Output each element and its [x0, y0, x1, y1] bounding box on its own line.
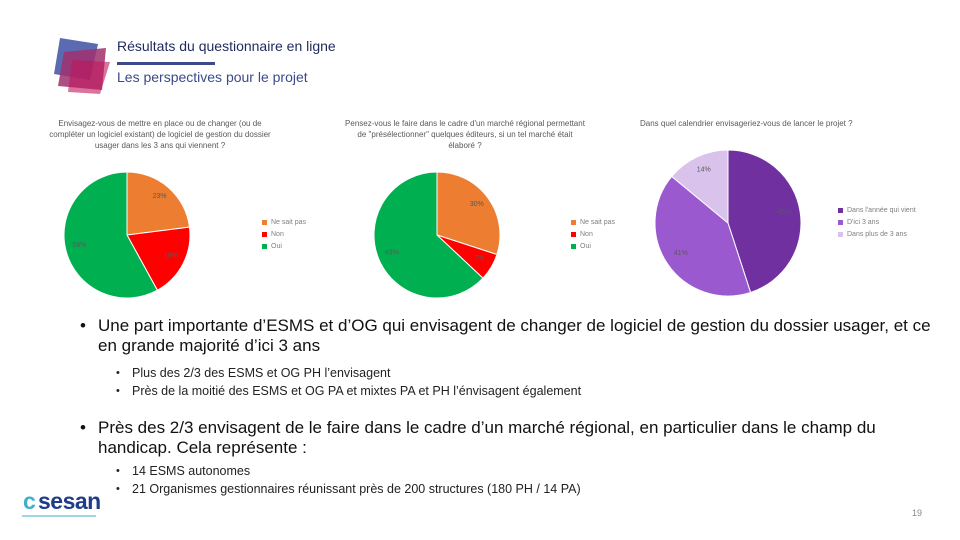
legend-label: Ne sait pas: [580, 218, 616, 226]
chart-3-pie: 45% 41% 14%: [654, 149, 802, 297]
pie-slice-oui: [63, 171, 159, 299]
title-divider: [117, 62, 215, 65]
pie-slice-non: [126, 226, 191, 291]
legend-item: Ne sait pas: [262, 216, 306, 228]
pie-data-label: 23%: [152, 193, 166, 200]
legend-swatch: [262, 219, 267, 225]
legend-label: Oui: [271, 242, 282, 250]
legend-swatch: [262, 231, 267, 237]
pie-slice-oui: [373, 171, 484, 299]
pie-data-label: 7%: [474, 255, 484, 262]
pie-slice-dans-l-ann-e-qui-vient: [727, 149, 802, 294]
bullet-main-1: Une part importante d’ESMS et d’OG qui e…: [72, 316, 932, 356]
legend-item: D'ici 3 ans: [838, 216, 916, 228]
bullet-sub-1-2: Près de la moitié des ESMS et OG PA et m…: [72, 382, 932, 400]
legend-item: Ne sait pas: [571, 216, 615, 228]
bullet-group-1: Une part importante d’ESMS et d’OG qui e…: [72, 316, 932, 400]
legend-swatch: [571, 231, 576, 237]
chart-3-title: Dans quel calendrier envisageriez-vous d…: [640, 119, 853, 128]
pie-data-label: 41%: [674, 250, 688, 257]
chart-2-legend: Ne sait pas Non Oui: [571, 216, 615, 252]
legend-item: Dans l'année qui vient: [838, 204, 916, 216]
legend-label: Non: [580, 230, 593, 238]
legend-item: Non: [571, 228, 615, 240]
brand-logo-text: sesan: [38, 488, 101, 514]
chart-1-pie: 23% 19% 58%: [63, 171, 191, 299]
legend-label: Dans plus de 3 ans: [847, 230, 907, 238]
legend-item: Oui: [571, 240, 615, 252]
legend-swatch: [262, 243, 267, 249]
legend-item: Dans plus de 3 ans: [838, 228, 916, 240]
pie-slice-d-ici-3-ans: [654, 175, 752, 297]
bullet-sub-2-1: 14 ESMS autonomes: [72, 462, 932, 480]
bullet-sub-2-2: 21 Organismes gestionnaires réunissant p…: [72, 480, 932, 498]
legend-label: Oui: [580, 242, 591, 250]
chart-3-legend: Dans l'année qui vient D'ici 3 ans Dans pl…: [838, 204, 916, 240]
pie-slice-dans-plus-de-3-ans: [671, 149, 729, 225]
page-title: Résultats du questionnaire en ligne: [117, 38, 336, 54]
legend-item: Non: [262, 228, 306, 240]
pie-data-label: 14%: [697, 166, 711, 173]
pie-data-label: 19%: [164, 252, 178, 259]
legend-label: D'ici 3 ans: [847, 218, 880, 226]
page-subtitle: Les perspectives pour le projet: [117, 69, 308, 85]
pie-slice-ne-sait-pas: [436, 171, 501, 256]
legend-swatch: [571, 243, 576, 249]
pie-data-label: 30%: [470, 201, 484, 208]
legend-swatch: [571, 219, 576, 225]
bullet-main-2: Près des 2/3 envisagent de le faire dans…: [72, 418, 932, 458]
header-logo-icon: [54, 38, 110, 94]
legend-label: Non: [271, 230, 284, 238]
legend-label: Ne sait pas: [271, 218, 307, 226]
chart-1-legend: Ne sait pas Non Oui: [262, 216, 306, 252]
pie-data-label: 63%: [385, 250, 399, 257]
pie-data-label: 58%: [72, 242, 86, 249]
brand-logo-c: c: [23, 488, 36, 514]
chart-2-pie: 30% 7% 63%: [373, 171, 501, 299]
legend-label: Dans l'année qui vient: [847, 206, 916, 214]
legend-item: Oui: [262, 240, 306, 252]
legend-swatch: [838, 219, 843, 225]
chart-2-title: Pensez-vous le faire dans le cadre d'un …: [345, 119, 585, 150]
legend-swatch: [838, 207, 843, 213]
legend-swatch: [838, 231, 843, 237]
pie-data-label: 45%: [777, 209, 791, 216]
page-number: 19: [911, 508, 922, 518]
brand-underline-icon: [22, 515, 96, 517]
bullet-sub-1-1: Plus des 2/3 des ESMS et OG PH l’envisag…: [72, 364, 932, 382]
chart-1-title: Envisagez-vous de mettre en place ou de …: [49, 119, 271, 150]
bullet-group-2: Près des 2/3 envisagent de le faire dans…: [72, 418, 932, 498]
pie-slice-ne-sait-pas: [126, 171, 191, 236]
